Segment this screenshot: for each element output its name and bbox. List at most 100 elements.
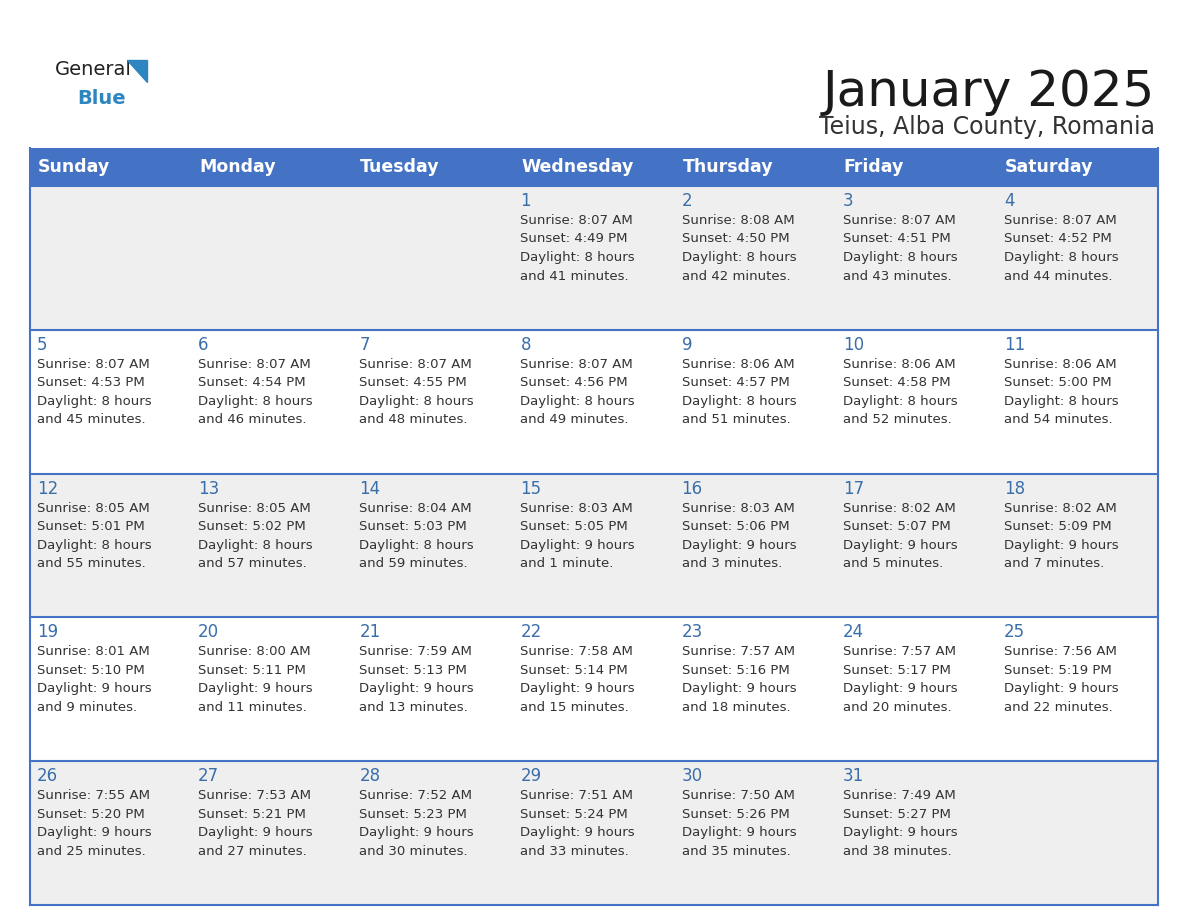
Text: Sunset: 4:55 PM: Sunset: 4:55 PM — [359, 376, 467, 389]
Text: Sunrise: 7:59 AM: Sunrise: 7:59 AM — [359, 645, 472, 658]
Text: Sunrise: 8:07 AM: Sunrise: 8:07 AM — [520, 358, 633, 371]
Text: Sunset: 4:53 PM: Sunset: 4:53 PM — [37, 376, 145, 389]
Text: Sunrise: 8:08 AM: Sunrise: 8:08 AM — [682, 214, 795, 227]
Text: Sunrise: 8:07 AM: Sunrise: 8:07 AM — [37, 358, 150, 371]
Text: Daylight: 9 hours: Daylight: 9 hours — [842, 826, 958, 839]
Bar — [30, 761, 1158, 905]
Text: Teius, Alba County, Romania: Teius, Alba County, Romania — [819, 115, 1155, 139]
Bar — [30, 148, 191, 186]
Text: 16: 16 — [682, 479, 702, 498]
Text: Daylight: 9 hours: Daylight: 9 hours — [520, 539, 636, 552]
Text: Friday: Friday — [843, 158, 904, 176]
Text: Sunrise: 8:01 AM: Sunrise: 8:01 AM — [37, 645, 150, 658]
Text: and 52 minutes.: and 52 minutes. — [842, 413, 952, 426]
Text: 18: 18 — [1004, 479, 1025, 498]
Text: 12: 12 — [37, 479, 58, 498]
Text: Sunset: 4:50 PM: Sunset: 4:50 PM — [682, 232, 789, 245]
Text: 19: 19 — [37, 623, 58, 642]
Text: Sunrise: 8:03 AM: Sunrise: 8:03 AM — [520, 501, 633, 515]
Text: and 1 minute.: and 1 minute. — [520, 557, 614, 570]
Text: Monday: Monday — [200, 158, 276, 176]
Text: Sunrise: 8:05 AM: Sunrise: 8:05 AM — [198, 501, 311, 515]
Text: and 30 minutes.: and 30 minutes. — [359, 845, 468, 857]
Text: and 38 minutes.: and 38 minutes. — [842, 845, 952, 857]
Text: and 43 minutes.: and 43 minutes. — [842, 270, 952, 283]
Text: Sunrise: 8:06 AM: Sunrise: 8:06 AM — [842, 358, 955, 371]
Text: 27: 27 — [198, 767, 220, 785]
Text: Sunrise: 7:52 AM: Sunrise: 7:52 AM — [359, 789, 473, 802]
Text: 15: 15 — [520, 479, 542, 498]
Text: 9: 9 — [682, 336, 693, 353]
Text: Sunset: 5:17 PM: Sunset: 5:17 PM — [842, 664, 950, 677]
Text: 3: 3 — [842, 192, 853, 210]
Text: Daylight: 8 hours: Daylight: 8 hours — [359, 539, 474, 552]
Text: 6: 6 — [198, 336, 209, 353]
Text: Daylight: 8 hours: Daylight: 8 hours — [842, 395, 958, 408]
Text: Blue: Blue — [77, 89, 126, 108]
Text: and 49 minutes.: and 49 minutes. — [520, 413, 628, 426]
Text: 21: 21 — [359, 623, 380, 642]
Text: Daylight: 9 hours: Daylight: 9 hours — [359, 826, 474, 839]
Text: and 7 minutes.: and 7 minutes. — [1004, 557, 1104, 570]
Text: and 3 minutes.: and 3 minutes. — [682, 557, 782, 570]
Text: Daylight: 9 hours: Daylight: 9 hours — [1004, 539, 1118, 552]
Text: Sunrise: 8:02 AM: Sunrise: 8:02 AM — [1004, 501, 1117, 515]
Text: Sunset: 5:23 PM: Sunset: 5:23 PM — [359, 808, 467, 821]
Bar — [513, 148, 675, 186]
Text: and 18 minutes.: and 18 minutes. — [682, 701, 790, 714]
Text: and 33 minutes.: and 33 minutes. — [520, 845, 630, 857]
Text: Sunset: 5:09 PM: Sunset: 5:09 PM — [1004, 521, 1112, 533]
Text: Sunset: 4:56 PM: Sunset: 4:56 PM — [520, 376, 628, 389]
Text: General: General — [55, 60, 132, 79]
Text: 14: 14 — [359, 479, 380, 498]
Text: 24: 24 — [842, 623, 864, 642]
Text: Sunset: 5:24 PM: Sunset: 5:24 PM — [520, 808, 628, 821]
Text: Sunset: 5:16 PM: Sunset: 5:16 PM — [682, 664, 789, 677]
Text: 11: 11 — [1004, 336, 1025, 353]
Text: 10: 10 — [842, 336, 864, 353]
Text: Sunrise: 8:00 AM: Sunrise: 8:00 AM — [198, 645, 311, 658]
Text: and 46 minutes.: and 46 minutes. — [198, 413, 307, 426]
Text: Daylight: 8 hours: Daylight: 8 hours — [520, 395, 636, 408]
Text: 31: 31 — [842, 767, 864, 785]
Text: 20: 20 — [198, 623, 220, 642]
Text: Daylight: 9 hours: Daylight: 9 hours — [37, 826, 152, 839]
Text: Sunset: 5:00 PM: Sunset: 5:00 PM — [1004, 376, 1112, 389]
Text: Sunset: 4:51 PM: Sunset: 4:51 PM — [842, 232, 950, 245]
Text: 8: 8 — [520, 336, 531, 353]
Text: Sunset: 5:21 PM: Sunset: 5:21 PM — [198, 808, 307, 821]
Text: 28: 28 — [359, 767, 380, 785]
Text: Sunset: 4:54 PM: Sunset: 4:54 PM — [198, 376, 305, 389]
Text: Sunset: 5:06 PM: Sunset: 5:06 PM — [682, 521, 789, 533]
Text: Sunset: 5:01 PM: Sunset: 5:01 PM — [37, 521, 145, 533]
Text: Sunrise: 7:57 AM: Sunrise: 7:57 AM — [682, 645, 795, 658]
Bar — [30, 618, 1158, 761]
Text: Daylight: 8 hours: Daylight: 8 hours — [842, 251, 958, 264]
Text: Sunset: 5:14 PM: Sunset: 5:14 PM — [520, 664, 628, 677]
Text: Sunset: 4:49 PM: Sunset: 4:49 PM — [520, 232, 628, 245]
Text: Sunset: 5:27 PM: Sunset: 5:27 PM — [842, 808, 950, 821]
Text: Sunrise: 8:06 AM: Sunrise: 8:06 AM — [682, 358, 795, 371]
Text: Sunset: 4:52 PM: Sunset: 4:52 PM — [1004, 232, 1112, 245]
Text: Sunrise: 8:07 AM: Sunrise: 8:07 AM — [842, 214, 955, 227]
Text: Daylight: 8 hours: Daylight: 8 hours — [37, 539, 152, 552]
Text: and 42 minutes.: and 42 minutes. — [682, 270, 790, 283]
Text: Saturday: Saturday — [1005, 158, 1093, 176]
Bar — [835, 148, 997, 186]
Text: Daylight: 9 hours: Daylight: 9 hours — [842, 682, 958, 696]
Text: Daylight: 8 hours: Daylight: 8 hours — [682, 395, 796, 408]
Text: Daylight: 9 hours: Daylight: 9 hours — [682, 826, 796, 839]
Text: Sunrise: 8:07 AM: Sunrise: 8:07 AM — [1004, 214, 1117, 227]
Bar — [191, 148, 353, 186]
Bar — [30, 474, 1158, 618]
Text: Sunrise: 8:02 AM: Sunrise: 8:02 AM — [842, 501, 955, 515]
Text: and 41 minutes.: and 41 minutes. — [520, 270, 630, 283]
Text: Sunrise: 8:03 AM: Sunrise: 8:03 AM — [682, 501, 795, 515]
Text: and 9 minutes.: and 9 minutes. — [37, 701, 137, 714]
Text: Thursday: Thursday — [683, 158, 773, 176]
Text: Sunday: Sunday — [38, 158, 110, 176]
Text: Sunrise: 7:56 AM: Sunrise: 7:56 AM — [1004, 645, 1117, 658]
Text: Sunset: 5:19 PM: Sunset: 5:19 PM — [1004, 664, 1112, 677]
Text: Sunset: 5:02 PM: Sunset: 5:02 PM — [198, 521, 305, 533]
Text: Daylight: 9 hours: Daylight: 9 hours — [1004, 682, 1118, 696]
